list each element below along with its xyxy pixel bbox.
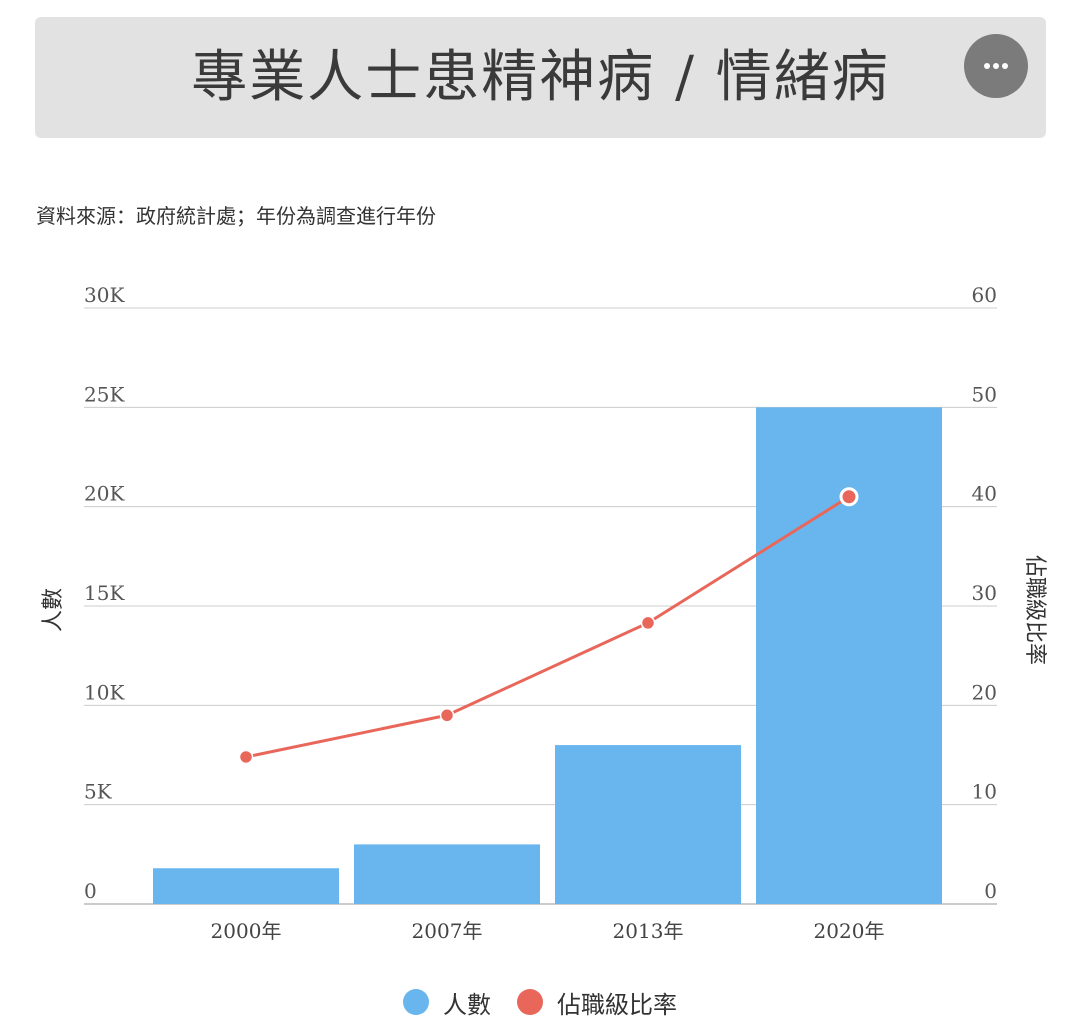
y2-axis-title: 佔職級比率	[1022, 555, 1047, 665]
ellipsis-icon	[984, 63, 990, 69]
y2-tick-label: 20	[972, 680, 997, 704]
y2-tick-label: 0	[984, 879, 997, 903]
ellipsis-icon	[1002, 63, 1008, 69]
x-tick-label: 2020年	[814, 919, 885, 943]
y-tick-label: 20K	[84, 482, 125, 506]
y-axis-title: 人數	[41, 588, 66, 632]
y2-tick-label: 40	[972, 482, 997, 506]
bar	[354, 844, 540, 904]
x-tick-label: 2007年	[412, 919, 483, 943]
y-tick-label: 0	[84, 879, 97, 903]
line-point	[238, 749, 254, 765]
line-point	[439, 708, 455, 723]
y-tick-label: 15K	[84, 581, 125, 605]
legend-swatch-bars	[403, 989, 429, 1015]
legend-swatch-line	[517, 989, 543, 1015]
title-bar: 專業人士患精神病 / 情緒病	[35, 17, 1046, 138]
legend-label-line: 佔職級比率	[557, 990, 677, 1019]
ellipsis-icon	[993, 63, 999, 69]
bar	[153, 868, 339, 904]
y-tick-label: 25K	[84, 382, 125, 406]
legend-item-line[interactable]: 佔職級比率	[517, 985, 677, 1020]
combo-chart: 0 0 5K 10 10K 20 15K 30 20K 40 25K 50 30K 60 2000年 2007…	[41, 283, 1047, 943]
bar	[555, 745, 741, 904]
y-tick-label: 10K	[84, 680, 125, 704]
y2-tick-label: 50	[972, 382, 997, 406]
x-tick-label: 2000年	[211, 919, 282, 943]
line-point	[640, 615, 656, 631]
y2-tick-label: 30	[972, 581, 997, 605]
legend-item-bars[interactable]: 人數	[403, 985, 491, 1020]
y2-tick-label: 60	[972, 283, 997, 307]
bar	[756, 407, 942, 904]
legend: 人數 佔職級比率	[0, 980, 1080, 1024]
y-tick-label: 5K	[84, 780, 113, 804]
chart-title: 專業人士患精神病 / 情緒病	[191, 45, 890, 110]
y-tick-label: 30K	[84, 283, 125, 307]
series-line	[245, 495, 850, 759]
more-options-button[interactable]	[964, 34, 1028, 98]
source-note: 資料來源：政府統計處；年份為調查進行年份	[36, 204, 436, 228]
x-tick-label: 2013年	[613, 919, 684, 943]
y2-tick-label: 10	[972, 780, 997, 804]
line-point	[839, 487, 859, 507]
legend-label-bars: 人數	[443, 990, 491, 1019]
